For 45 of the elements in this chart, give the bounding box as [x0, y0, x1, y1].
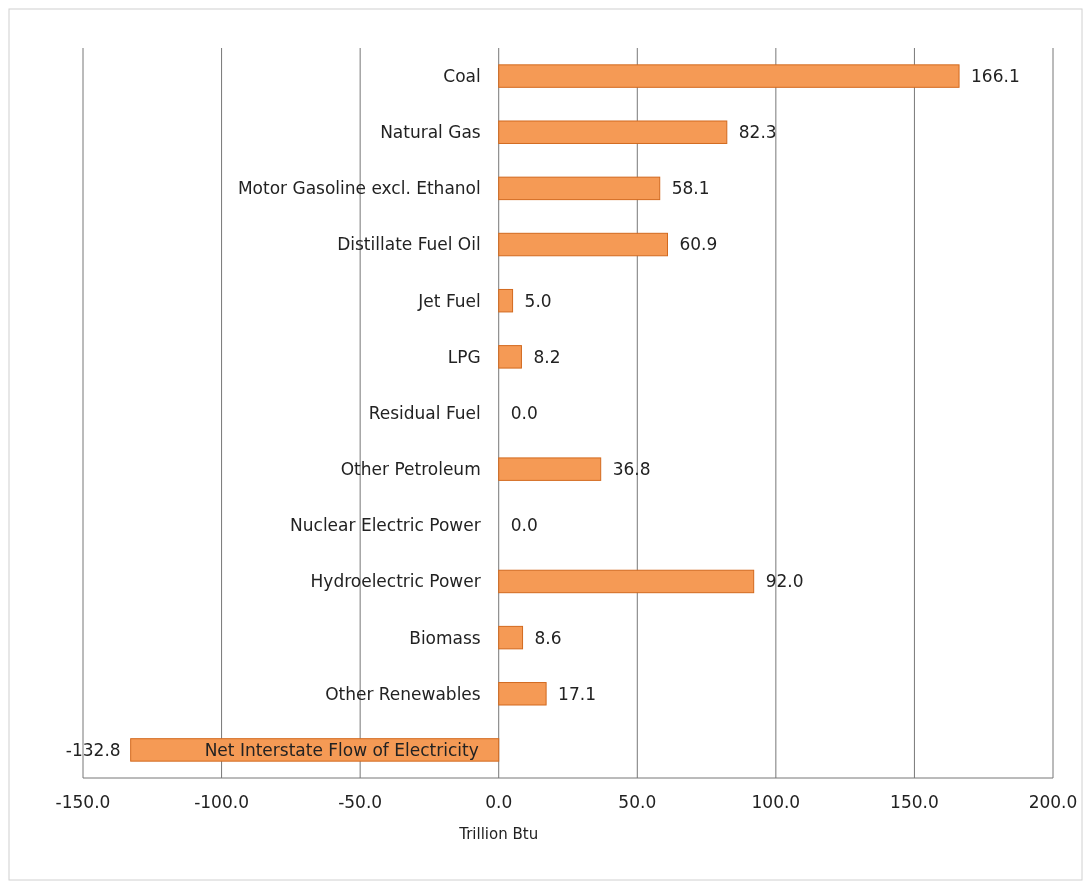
y-tick-label: Natural Gas: [380, 122, 481, 143]
y-tick-label: Other Renewables: [325, 683, 481, 704]
bar: [498, 569, 755, 594]
x-tick-label: -50.0: [338, 791, 383, 812]
y-tick-label: Other Petroleum: [340, 459, 481, 480]
data-label: 5.0: [524, 290, 552, 311]
data-label: 17.1: [558, 683, 596, 704]
data-label: 8.2: [533, 346, 561, 367]
y-tick-label: Coal: [443, 66, 481, 87]
x-tick-label: 0.0: [485, 791, 513, 812]
bar: [498, 345, 522, 369]
x-tick-label: -100.0: [194, 791, 249, 812]
y-tick-label: Biomass: [409, 627, 481, 648]
data-label: 0.0: [510, 402, 538, 423]
x-tick-label: 200.0: [1028, 791, 1078, 812]
data-label: 166.1: [971, 66, 1020, 87]
bar: [498, 64, 960, 88]
bar: [498, 625, 524, 650]
data-label: -132.8: [65, 739, 121, 760]
y-tick-label: Net Interstate Flow of Electricity: [204, 739, 479, 760]
bar: [498, 232, 668, 257]
data-label: 60.9: [679, 234, 718, 255]
y-tick-label: LPG: [447, 346, 481, 367]
data-label: 58.1: [671, 178, 710, 199]
x-tick-label: 150.0: [890, 791, 939, 812]
x-tick-label: -150.0: [55, 791, 111, 812]
y-tick-label: Residual Fuel: [368, 402, 481, 423]
y-tick-label: Hydroelectric Power: [310, 571, 481, 592]
data-label: 0.0: [510, 515, 538, 536]
y-tick-label: Motor Gasoline excl. Ethanol: [237, 178, 481, 199]
data-label: 82.3: [738, 122, 777, 143]
y-tick-label: Jet Fuel: [417, 290, 481, 311]
bar: [498, 682, 547, 706]
bar: [498, 120, 728, 144]
x-tick-label: 50.0: [618, 791, 657, 812]
data-label: 36.8: [612, 459, 651, 480]
y-tick-label: Distillate Fuel Oil: [337, 234, 481, 255]
y-tick-label: Nuclear Electric Power: [290, 515, 481, 536]
data-label: 92.0: [765, 571, 804, 592]
bar: [498, 457, 602, 481]
data-label: 8.6: [534, 627, 562, 648]
bar: [498, 288, 514, 313]
bar: [498, 176, 661, 201]
x-tick-label: 100.0: [751, 791, 801, 812]
x-axis-title: Trillion Btu: [458, 825, 539, 844]
